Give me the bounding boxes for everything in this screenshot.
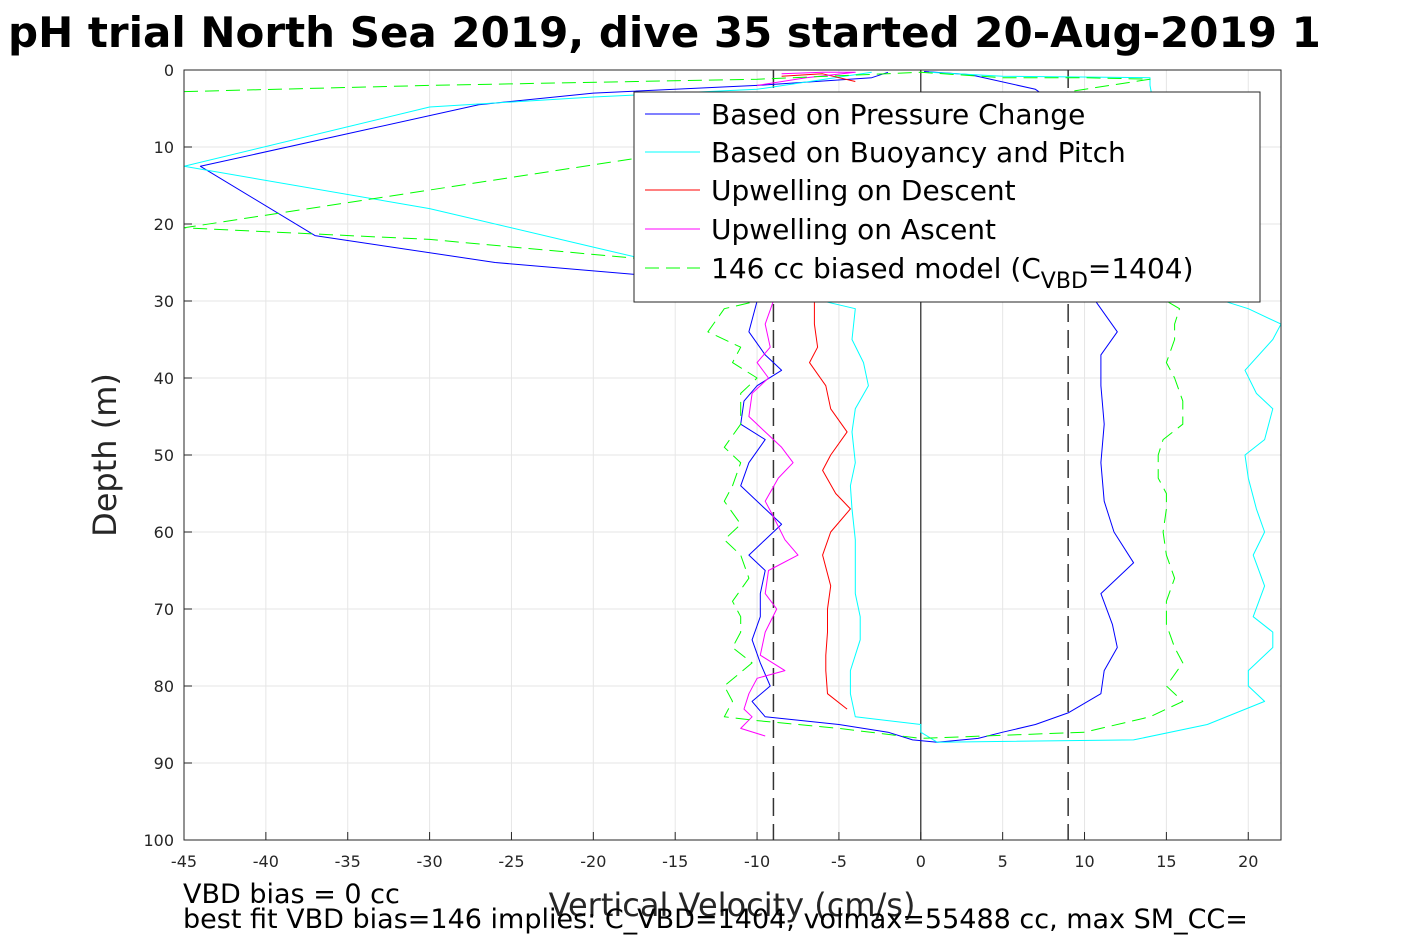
legend-label-descent: Upwelling on Descent	[711, 174, 1016, 207]
x-tick-label: 5	[998, 852, 1008, 871]
series-line-descent_top	[781, 73, 856, 82]
y-tick-label: 30	[154, 292, 174, 311]
x-tick-label: 10	[1074, 852, 1094, 871]
series-line-descent	[809, 301, 851, 710]
x-tick-label: 15	[1156, 852, 1176, 871]
x-tick-label: -30	[417, 852, 443, 871]
x-tick-label: -10	[744, 852, 770, 871]
legend-model-subscript: VBD	[1041, 269, 1088, 294]
y-axis-label: Depth (m)	[86, 373, 124, 537]
series-line-buoyancy	[184, 71, 1281, 743]
legend-label-ascent: Upwelling on Ascent	[711, 213, 996, 246]
legend-model-prefix: 146 cc biased model (C	[711, 252, 1041, 285]
legend: Based on Pressure Change Based on Buoyan…	[633, 91, 1261, 303]
y-tick-label: 0	[164, 61, 174, 80]
x-tick-label: -5	[831, 852, 847, 871]
x-tick-label: -25	[498, 852, 524, 871]
y-tick-label: 100	[143, 831, 174, 850]
y-axis-ticks: 0 10 20 30 40 50 60 70 80 90 100	[143, 61, 192, 850]
legend-model-suffix: =1404)	[1088, 252, 1194, 285]
y-tick-label: 50	[154, 446, 174, 465]
x-tick-label: -15	[662, 852, 688, 871]
series-line-ascent_top	[757, 71, 856, 86]
y-tick-label: 70	[154, 600, 174, 619]
legend-label-pressure: Based on Pressure Change	[711, 98, 1085, 131]
y-tick-label: 40	[154, 369, 174, 388]
series-line-ascent	[740, 300, 799, 737]
chart-title: pH trial North Sea 2019, dive 35 started…	[8, 8, 1321, 57]
series-group	[184, 71, 1281, 743]
legend-box	[633, 91, 1261, 303]
vbd-bias-note: VBD bias = 0 cc	[183, 879, 400, 910]
plot-frame	[183, 69, 1282, 841]
x-axis-ticks: -45 -40 -35 -30 -25 -20 -15 -10 -5 0 5 10 15 20	[171, 832, 1258, 871]
legend-label-buoyancy: Based on Buoyancy and Pitch	[711, 136, 1126, 169]
y-tick-label: 80	[154, 677, 174, 696]
x-tick-label: -45	[171, 852, 197, 871]
x-axis-label: Vertical Velocity (cm/s)	[549, 886, 916, 924]
y-tick-label: 60	[154, 523, 174, 542]
legend-label-model: 146 cc biased model (CVBD=1404)	[711, 252, 1194, 294]
x-tick-label: -35	[335, 852, 361, 871]
y-tick-label: 20	[154, 215, 174, 234]
x-tick-label: 20	[1238, 852, 1258, 871]
y-tick-label: 90	[154, 754, 174, 773]
x-tick-label: -20	[580, 852, 606, 871]
x-tick-label: 0	[916, 852, 926, 871]
best-fit-note: best fit VBD bias=146 implies: C_VBD=140…	[183, 904, 1248, 935]
y-tick-label: 10	[154, 138, 174, 157]
x-tick-label: -40	[253, 852, 279, 871]
